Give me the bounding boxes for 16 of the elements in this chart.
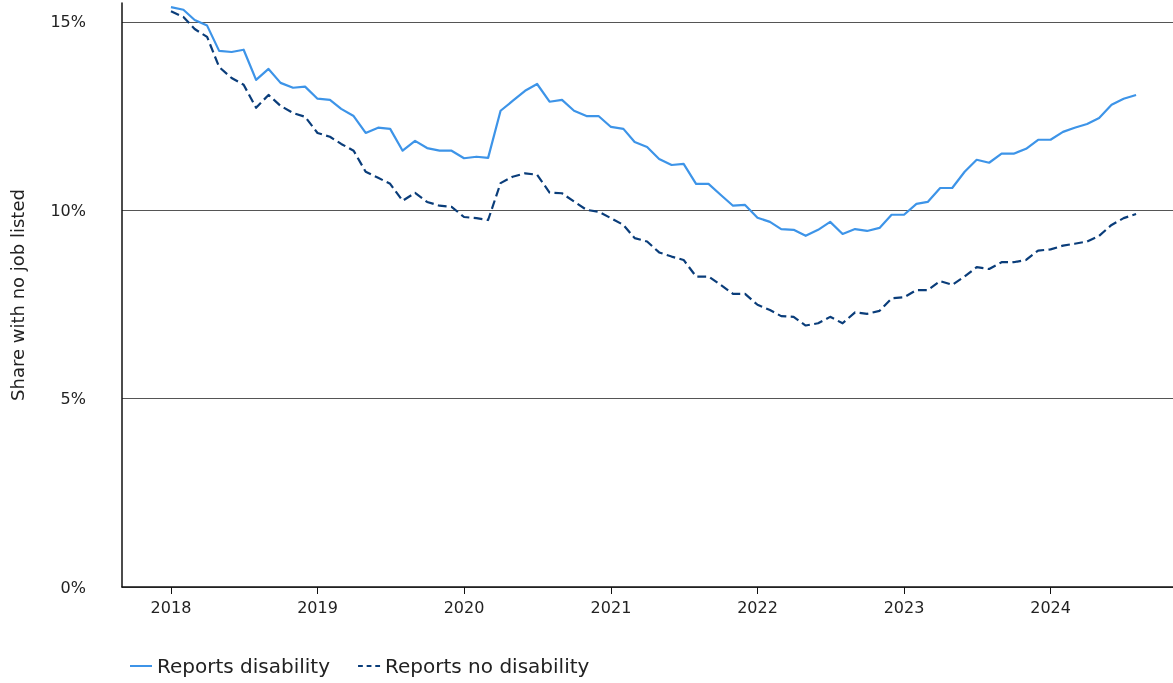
y-axis-title: Share with no job listed	[6, 189, 28, 401]
x-tick-label: 2019	[297, 597, 338, 617]
y-tick-label: 0%	[60, 577, 86, 597]
x-tick-label: 2022	[737, 597, 778, 617]
y-tick-label: 5%	[60, 389, 86, 409]
line-series	[169, 10, 1138, 327]
x-tick-label: 2018	[150, 597, 192, 617]
legend-label: Reports no disability	[385, 654, 590, 678]
line-series	[169, 6, 1138, 237]
x-tick-label: 2020	[443, 597, 485, 617]
x-tick-label: 2024	[1030, 597, 1071, 617]
x-tick-label: 2023	[883, 597, 925, 617]
legend-label: Reports disability	[157, 654, 331, 678]
y-tick-label: 15%	[50, 12, 86, 32]
y-tick-label: 10%	[50, 200, 86, 220]
x-tick-label: 2021	[590, 597, 632, 617]
